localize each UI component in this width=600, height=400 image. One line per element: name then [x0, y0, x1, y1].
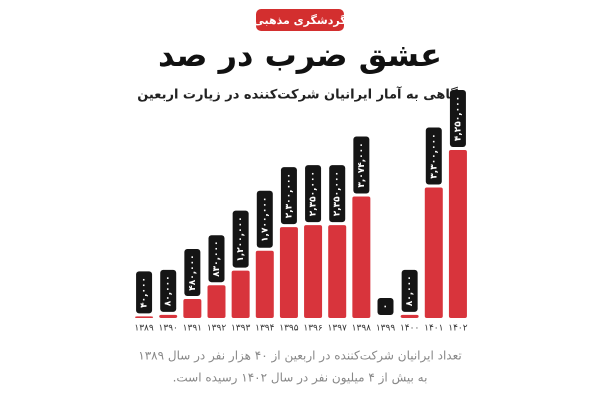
bar — [183, 299, 202, 318]
bar — [448, 150, 467, 318]
value-label-box — [329, 165, 346, 223]
value-label: ۱,۲۰۰,۰۰۰ — [236, 216, 246, 261]
x-tick-label: ۱۳۹۹ — [376, 324, 396, 334]
value-label: ۰ — [381, 304, 391, 310]
value-label-box — [425, 127, 442, 185]
x-tick-label: ۱۳۹۳ — [231, 324, 251, 334]
value-label-box — [160, 269, 177, 312]
value-label-box — [449, 90, 466, 147]
bar — [135, 316, 154, 318]
value-label-box — [208, 235, 225, 283]
x-tick-label: ۱۳۹۲ — [207, 324, 227, 334]
subtitle: نگاهی به آمار ایرانیان شرکت‌کننده در زیا… — [137, 86, 463, 103]
bar — [304, 225, 323, 318]
value-label-box — [136, 271, 153, 314]
bar — [207, 285, 226, 318]
value-label: ۳,۳۰۰,۰۰۰ — [429, 133, 439, 178]
value-label-box — [353, 136, 370, 194]
bar — [159, 314, 178, 318]
value-label: ۴۸۰,۰۰۰ — [188, 254, 198, 290]
bar — [424, 187, 443, 318]
value-label-box — [280, 167, 297, 225]
x-tick-label: ۱۴۰۰ — [400, 324, 419, 334]
x-tick-label: ۱۴۰۱ — [424, 324, 443, 334]
x-tick-label: ۱۳۹۷ — [328, 324, 348, 334]
value-label-box — [184, 249, 201, 297]
x-tick-label: ۱۳۹۰ — [159, 324, 178, 334]
value-label: ۸۰,۰۰۰ — [405, 275, 415, 306]
value-label: ۳,۰۷۴,۰۰۰ — [357, 142, 367, 187]
value-label: ۸۰,۰۰۰ — [164, 275, 174, 306]
value-label-box — [305, 165, 322, 223]
tag-badge — [256, 9, 344, 31]
bar — [255, 250, 274, 318]
bar — [400, 314, 419, 318]
value-label-box — [232, 210, 249, 268]
x-tick-label: ۱۳۹۶ — [303, 324, 323, 334]
x-tick-label: ۱۳۹۱ — [183, 324, 202, 334]
chart-title: عشق ضرب در صد — [158, 36, 442, 74]
value-label: ۲,۳۵۰,۰۰۰ — [333, 171, 343, 216]
value-label: ۴۰,۰۰۰ — [140, 277, 150, 308]
x-tick-label: ۱۳۹۸ — [352, 324, 372, 334]
x-tick-label: ۱۳۸۹ — [134, 324, 154, 334]
value-label-box — [401, 269, 418, 312]
note: به بیش از ۴ میلیون نفر در سال ۱۴۰۲ رسیده… — [173, 371, 428, 386]
value-label: ۴,۲۵۰,۰۰۰ — [453, 96, 463, 141]
value-label: ۱,۷۰۰,۰۰۰ — [260, 197, 270, 242]
value-label: ۲,۳۰۰,۰۰۰ — [284, 173, 294, 218]
x-tick-label: ۱۳۹۴ — [255, 324, 275, 334]
value-label-box — [256, 190, 273, 248]
x-tick-label: ۱۴۰۲ — [448, 324, 468, 334]
x-tick-label: ۱۳۹۵ — [279, 324, 299, 334]
note: تعداد ایرانیان شرکت‌کننده در اربعین از ۴… — [138, 349, 461, 364]
value-label: ۲,۳۵۰,۰۰۰ — [309, 171, 319, 216]
bar — [328, 225, 347, 318]
tag: گردشگری مذهبی — [253, 14, 347, 27]
bar — [279, 227, 298, 318]
value-label-box — [377, 298, 394, 315]
bar — [231, 270, 250, 318]
bar — [352, 196, 371, 318]
value-label: ۸۳۰,۰۰۰ — [212, 240, 222, 276]
